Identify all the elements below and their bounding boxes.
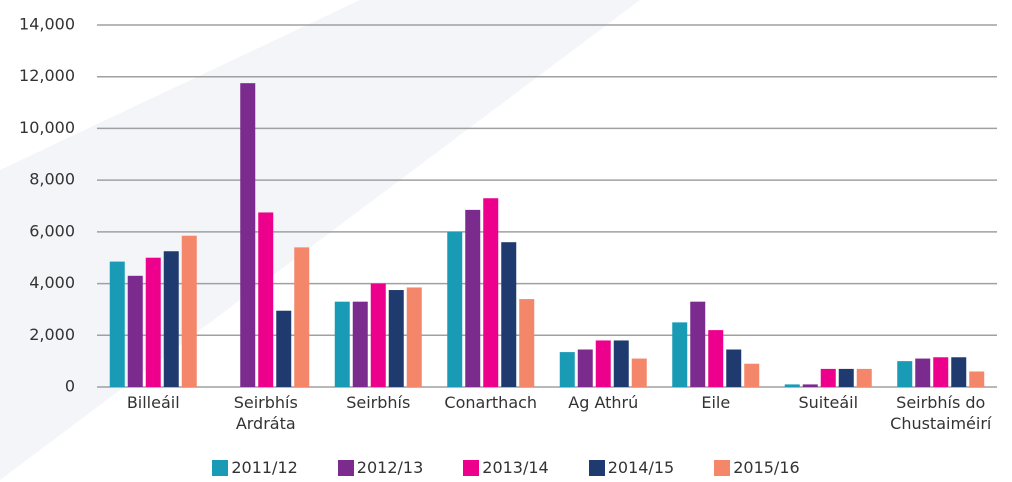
legend-item: 2014/15: [588, 458, 675, 477]
bar: [802, 384, 818, 387]
bar: [483, 198, 499, 387]
legend-swatch: [337, 459, 354, 476]
bar: [933, 357, 949, 387]
legend-label: 2013/14: [482, 458, 549, 477]
bar: [838, 368, 854, 387]
bar: [744, 363, 760, 387]
bar: [181, 235, 197, 387]
y-tick-label: 14,000: [19, 15, 75, 34]
x-tick-label: Ag Athrú: [568, 393, 639, 412]
bar: [672, 322, 688, 387]
bar: [465, 209, 481, 387]
y-tick-label: 12,000: [19, 66, 75, 85]
legend-swatch: [714, 459, 731, 476]
bar: [258, 212, 274, 387]
legend-swatch: [588, 459, 605, 476]
x-tick-label: Billeáil: [126, 393, 180, 412]
bar: [631, 358, 647, 387]
y-tick-label: 8,000: [29, 170, 75, 189]
bar: [240, 83, 256, 387]
bar: [163, 251, 179, 387]
legend-swatch: [463, 459, 480, 476]
bar: [726, 349, 742, 387]
y-tick-label: 10,000: [19, 118, 75, 137]
legend-item: 2011/12: [212, 458, 298, 477]
bar: [352, 301, 368, 387]
bar: [276, 310, 292, 387]
bar: [708, 330, 724, 387]
x-tick-label: Seirbhís do Chustaiméirí: [890, 393, 992, 433]
y-tick-label: 6,000: [29, 221, 75, 240]
bar: [613, 340, 629, 387]
legend-label: 2011/12: [231, 458, 298, 477]
x-tick-label: Seirbhís: [346, 393, 411, 412]
bar: [388, 290, 404, 387]
bar: [519, 299, 535, 387]
bar: [294, 247, 310, 387]
bar: [951, 357, 967, 387]
bar: [915, 358, 931, 387]
bar: [370, 283, 386, 387]
legend-item: 2015/16: [714, 458, 800, 477]
legend-label: 2012/13: [356, 458, 424, 477]
x-tick-label: Seirbhís Ardráta: [233, 393, 298, 433]
bar: [559, 352, 575, 387]
bar: [109, 261, 125, 387]
bar: [969, 371, 985, 387]
bar: [501, 242, 517, 387]
legend: 2011/12 2012/13 2013/14 2014/15 2015/16: [0, 458, 1012, 477]
bar: [127, 275, 143, 387]
legend-swatch: [212, 459, 229, 476]
bar: [690, 301, 706, 387]
bar: [856, 368, 872, 387]
legend-label: 2014/15: [607, 458, 675, 477]
y-tick-label: 2,000: [29, 325, 75, 344]
bar: [406, 287, 422, 387]
x-tick-label: Conarthach: [444, 393, 538, 412]
bar: [145, 257, 161, 387]
legend-item: 2012/13: [337, 458, 424, 477]
x-tick-label: Eile: [701, 393, 731, 412]
bar: [334, 301, 350, 387]
bar: [784, 384, 800, 387]
bar: [595, 340, 611, 387]
bar: [577, 349, 593, 387]
x-tick-label: Suiteáil: [798, 393, 859, 412]
bar: [447, 231, 463, 387]
legend-item: 2013/14: [463, 458, 549, 477]
y-tick-label: 4,000: [29, 273, 75, 292]
legend-label: 2015/16: [733, 458, 800, 477]
bar: [897, 361, 913, 387]
bar: [820, 368, 836, 387]
y-tick-label: 0: [65, 377, 75, 396]
